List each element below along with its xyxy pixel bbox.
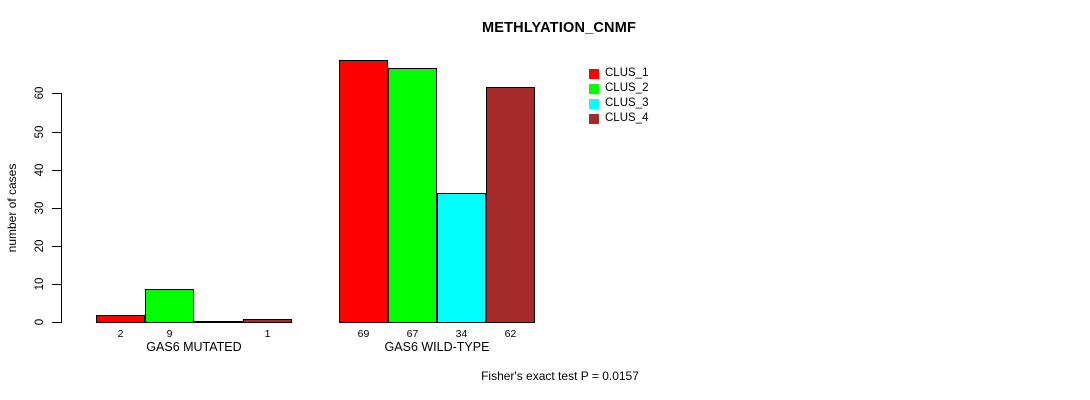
bar-CLUS_3 — [194, 321, 243, 323]
y-axis-tick-label: 10 — [34, 277, 46, 291]
legend-label: CLUS_1 — [605, 67, 649, 79]
legend-item-CLUS_2: CLUS_2 — [589, 81, 648, 96]
legend-item-CLUS_4: CLUS_4 — [589, 111, 648, 126]
bar-CLUS_1 — [96, 315, 145, 323]
y-axis-tick — [52, 169, 61, 171]
bar-value-label: 2 — [117, 328, 124, 340]
y-axis-tick — [52, 131, 61, 133]
y-axis-tick — [52, 245, 61, 247]
bar-value-label: 69 — [357, 328, 370, 340]
legend-item-CLUS_1: CLUS_1 — [589, 66, 648, 81]
annotation-text: Fisher's exact test P = 0.0157 — [481, 369, 639, 383]
y-axis-tick-label: 40 — [34, 163, 46, 176]
y-axis-line — [61, 93, 62, 323]
x-group-label: GAS6 WILD-TYPE — [384, 340, 490, 354]
bar-CLUS_3 — [437, 193, 486, 323]
legend: CLUS_1 CLUS_2 CLUS_3 CLUS_4 — [589, 66, 648, 126]
legend-label: CLUS_2 — [605, 82, 649, 94]
bar-CLUS_4 — [243, 319, 292, 323]
y-axis-tick — [52, 283, 61, 285]
bar-value-label: 9 — [166, 328, 173, 340]
bar-CLUS_1 — [339, 60, 388, 323]
legend-swatch-icon — [589, 68, 599, 79]
y-axis-label: number of cases — [5, 163, 19, 253]
bar-value-label: 62 — [504, 328, 517, 340]
legend-swatch-icon — [589, 83, 599, 94]
y-axis-tick — [52, 93, 61, 95]
legend-label: CLUS_4 — [605, 112, 649, 124]
x-group-label: GAS6 MUTATED — [146, 340, 242, 354]
legend-swatch-icon — [589, 98, 599, 109]
bar-value-label: 1 — [264, 328, 271, 340]
y-axis-tick-label: 0 — [34, 318, 46, 326]
y-axis-tick — [52, 322, 61, 323]
legend-swatch-icon — [589, 113, 599, 124]
y-axis-tick-label: 20 — [34, 239, 46, 253]
legend-label: CLUS_3 — [605, 97, 649, 109]
y-axis-tick-label: 50 — [34, 125, 46, 138]
legend-item-CLUS_3: CLUS_3 — [589, 96, 648, 111]
bar-CLUS_4 — [486, 87, 535, 323]
bar-value-label: 34 — [455, 328, 468, 340]
bar-CLUS_2 — [388, 68, 437, 323]
y-axis-tick-label: 60 — [34, 87, 46, 100]
y-axis-tick — [52, 207, 61, 209]
chart-title: METHLYATION_CNMF — [481, 20, 637, 36]
bar-value-label: 67 — [406, 328, 419, 340]
bar-CLUS_2 — [145, 289, 194, 323]
y-axis-tick-label: 30 — [34, 201, 46, 215]
